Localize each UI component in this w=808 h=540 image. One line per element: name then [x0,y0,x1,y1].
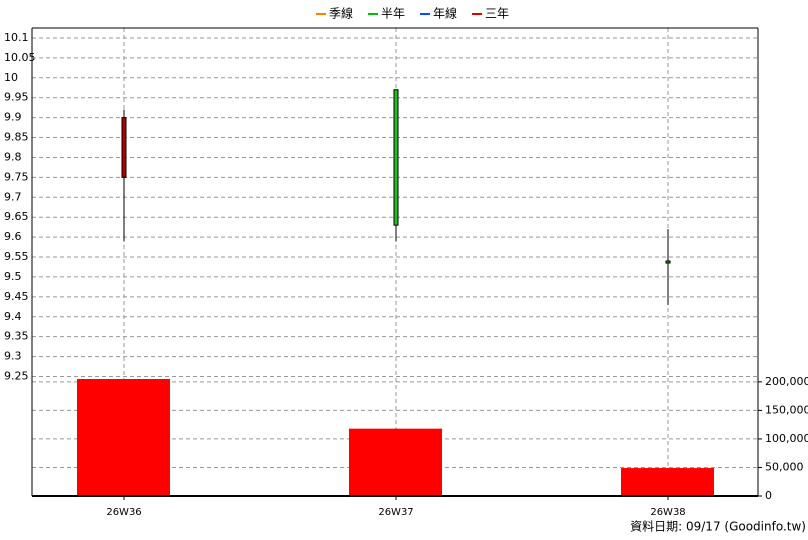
y-tick-label: 9.7 [4,190,22,203]
volume-bar [77,379,170,496]
y-tick-label: 9.95 [4,91,29,104]
y-tick-label: 9.3 [4,350,22,363]
legend-label: 半年 [381,7,405,21]
y-tick-label: 9.35 [4,330,29,343]
y2-tick-label: 100,000 [765,432,808,445]
x-tick-label: 26W38 [650,507,685,518]
volume-bar [621,468,714,496]
y-tick-label: 9.65 [4,210,29,223]
y-tick-label: 10.05 [4,51,36,64]
candle-body [121,117,127,178]
volume-bar [349,428,442,496]
y-tick-label: 9.8 [4,150,22,163]
candle-body [393,89,399,226]
y2-tick-label: 50,000 [765,460,804,473]
y-tick-label: 10.1 [4,31,29,44]
y-tick-label: 9.25 [4,370,29,383]
x-tick-label: 26W36 [106,507,141,518]
y-tick-label: 9.4 [4,310,22,323]
y-tick-label: 9.45 [4,290,29,303]
y2-tick-label: 200,000 [765,375,808,388]
y-tick-label: 9.75 [4,170,29,183]
y-tick-label: 9.85 [4,131,29,144]
y2-tick-label: 150,000 [765,403,808,416]
y-tick-label: 9.55 [4,250,29,263]
y-tick-label: 9.5 [4,270,22,283]
y-tick-label: 9.6 [4,230,22,243]
legend-label: 年線 [433,6,457,21]
candle-body [665,260,671,264]
legend-label: 三年 [485,7,509,21]
legend-label: 季線 [329,6,353,21]
y-tick-label: 10 [4,71,18,84]
x-tick-label: 26W37 [378,507,413,518]
y2-tick-label: 0 [765,489,772,502]
y-tick-label: 9.9 [4,111,22,124]
footnote: 資料日期: 09/17 (Goodinfo.tw) [630,520,806,534]
